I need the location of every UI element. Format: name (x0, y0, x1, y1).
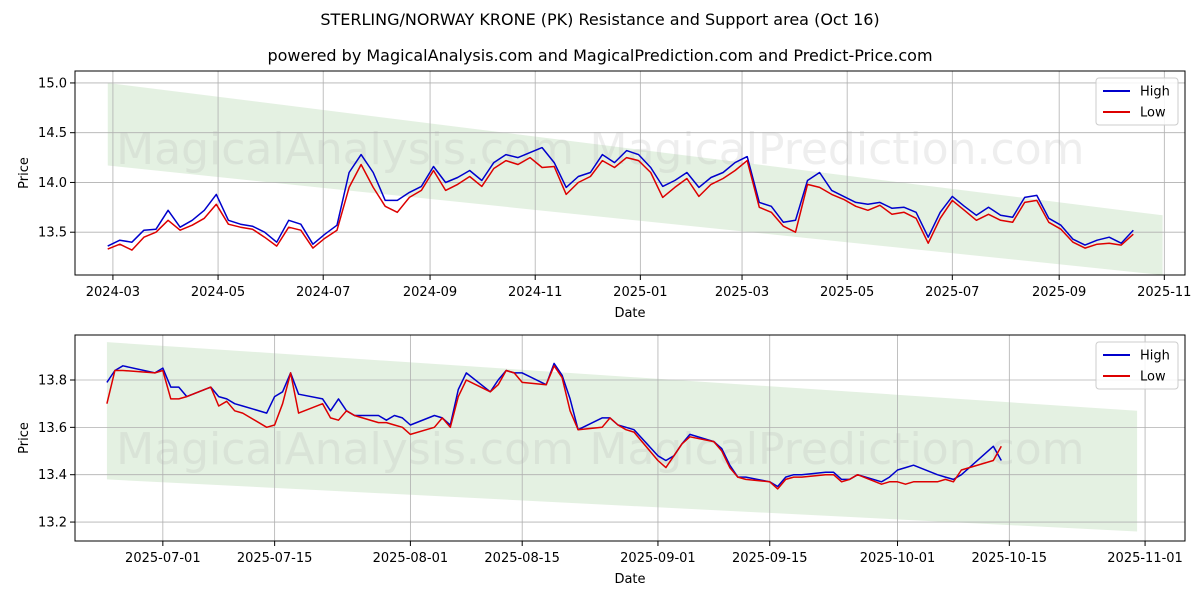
legend-box (1095, 77, 1179, 126)
x-tick-label: 2024-07 (296, 285, 350, 300)
y-tick-label: 13.6 (38, 421, 67, 436)
y-tick-label: 13.4 (38, 468, 67, 483)
x-tick-label: 2025-01 (613, 285, 667, 300)
x-tick-label: 2025-09-15 (732, 551, 808, 566)
legend: High Low (1095, 77, 1179, 126)
series-line-low (106, 365, 1002, 490)
x-tick-label: 2024-03 (86, 285, 140, 300)
legend-label-low: Low (1140, 370, 1166, 385)
x-axis-label: Date (614, 572, 645, 587)
y-tick-label: 13.8 (38, 373, 67, 388)
y-tick-label: 14.0 (38, 176, 67, 191)
watermark-2: MagicalPrediction.com (590, 424, 1085, 475)
series-line-high (107, 146, 1134, 247)
chart-subtitle: powered by MagicalAnalysis.com and Magic… (267, 46, 933, 65)
x-tick-label: 2025-03 (715, 285, 769, 300)
y-tick-label: 13.2 (38, 516, 67, 531)
y-axis-label: Price (17, 157, 32, 189)
watermark-1: MagicalAnalysis.com (116, 124, 574, 175)
watermark-1: MagicalAnalysis.com (116, 424, 574, 475)
legend: High Low (1095, 341, 1179, 390)
x-tick-label: 2025-09 (1032, 285, 1086, 300)
plot-frame (74, 70, 1186, 276)
legend-label-high: High (1140, 85, 1170, 100)
watermark-2: MagicalPrediction.com (590, 124, 1085, 175)
x-tick-label: 2025-10-15 (972, 551, 1048, 566)
x-tick-label: 2024-05 (191, 285, 245, 300)
x-tick-label: 2025-05 (820, 285, 874, 300)
legend-label-low: Low (1140, 106, 1166, 121)
y-tick-label: 14.5 (38, 126, 67, 141)
x-tick-label: 2025-11 (1137, 285, 1191, 300)
panel-2: MagicalAnalysis.com MagicalPrediction.com… (17, 334, 1186, 587)
plot-frame (74, 334, 1186, 542)
panel-1: MagicalAnalysis.com MagicalPrediction.com… (17, 70, 1191, 321)
legend-label-high: High (1140, 349, 1170, 364)
legend-box (1095, 341, 1179, 390)
y-tick-label: 15.0 (38, 76, 67, 91)
watermark-group: MagicalAnalysis.com MagicalPrediction.com (116, 424, 1084, 475)
x-tick-label: 2025-07-15 (237, 551, 313, 566)
x-axis-label: Date (614, 306, 645, 321)
chart-title: STERLING/NORWAY KRONE (PK) Resistance an… (320, 10, 880, 29)
x-tick-label: 2025-08-01 (373, 551, 449, 566)
x-tick-label: 2025-11-01 (1107, 551, 1183, 566)
x-tick-label: 2025-10-01 (860, 551, 936, 566)
x-tick-label: 2025-09-01 (620, 551, 696, 566)
y-axis-label: Price (17, 422, 32, 454)
series-line-high (106, 362, 1002, 488)
watermark-group: MagicalAnalysis.com MagicalPrediction.com (116, 124, 1084, 175)
support-resistance-band (107, 82, 1163, 275)
x-tick-label: 2024-11 (508, 285, 562, 300)
x-tick-label: 2024-09 (403, 285, 457, 300)
series-line-low (107, 156, 1134, 251)
y-tick-label: 13.5 (38, 226, 67, 241)
x-tick-label: 2025-07-01 (125, 551, 201, 566)
x-tick-label: 2025-07 (925, 285, 979, 300)
x-tick-label: 2025-08-15 (484, 551, 560, 566)
